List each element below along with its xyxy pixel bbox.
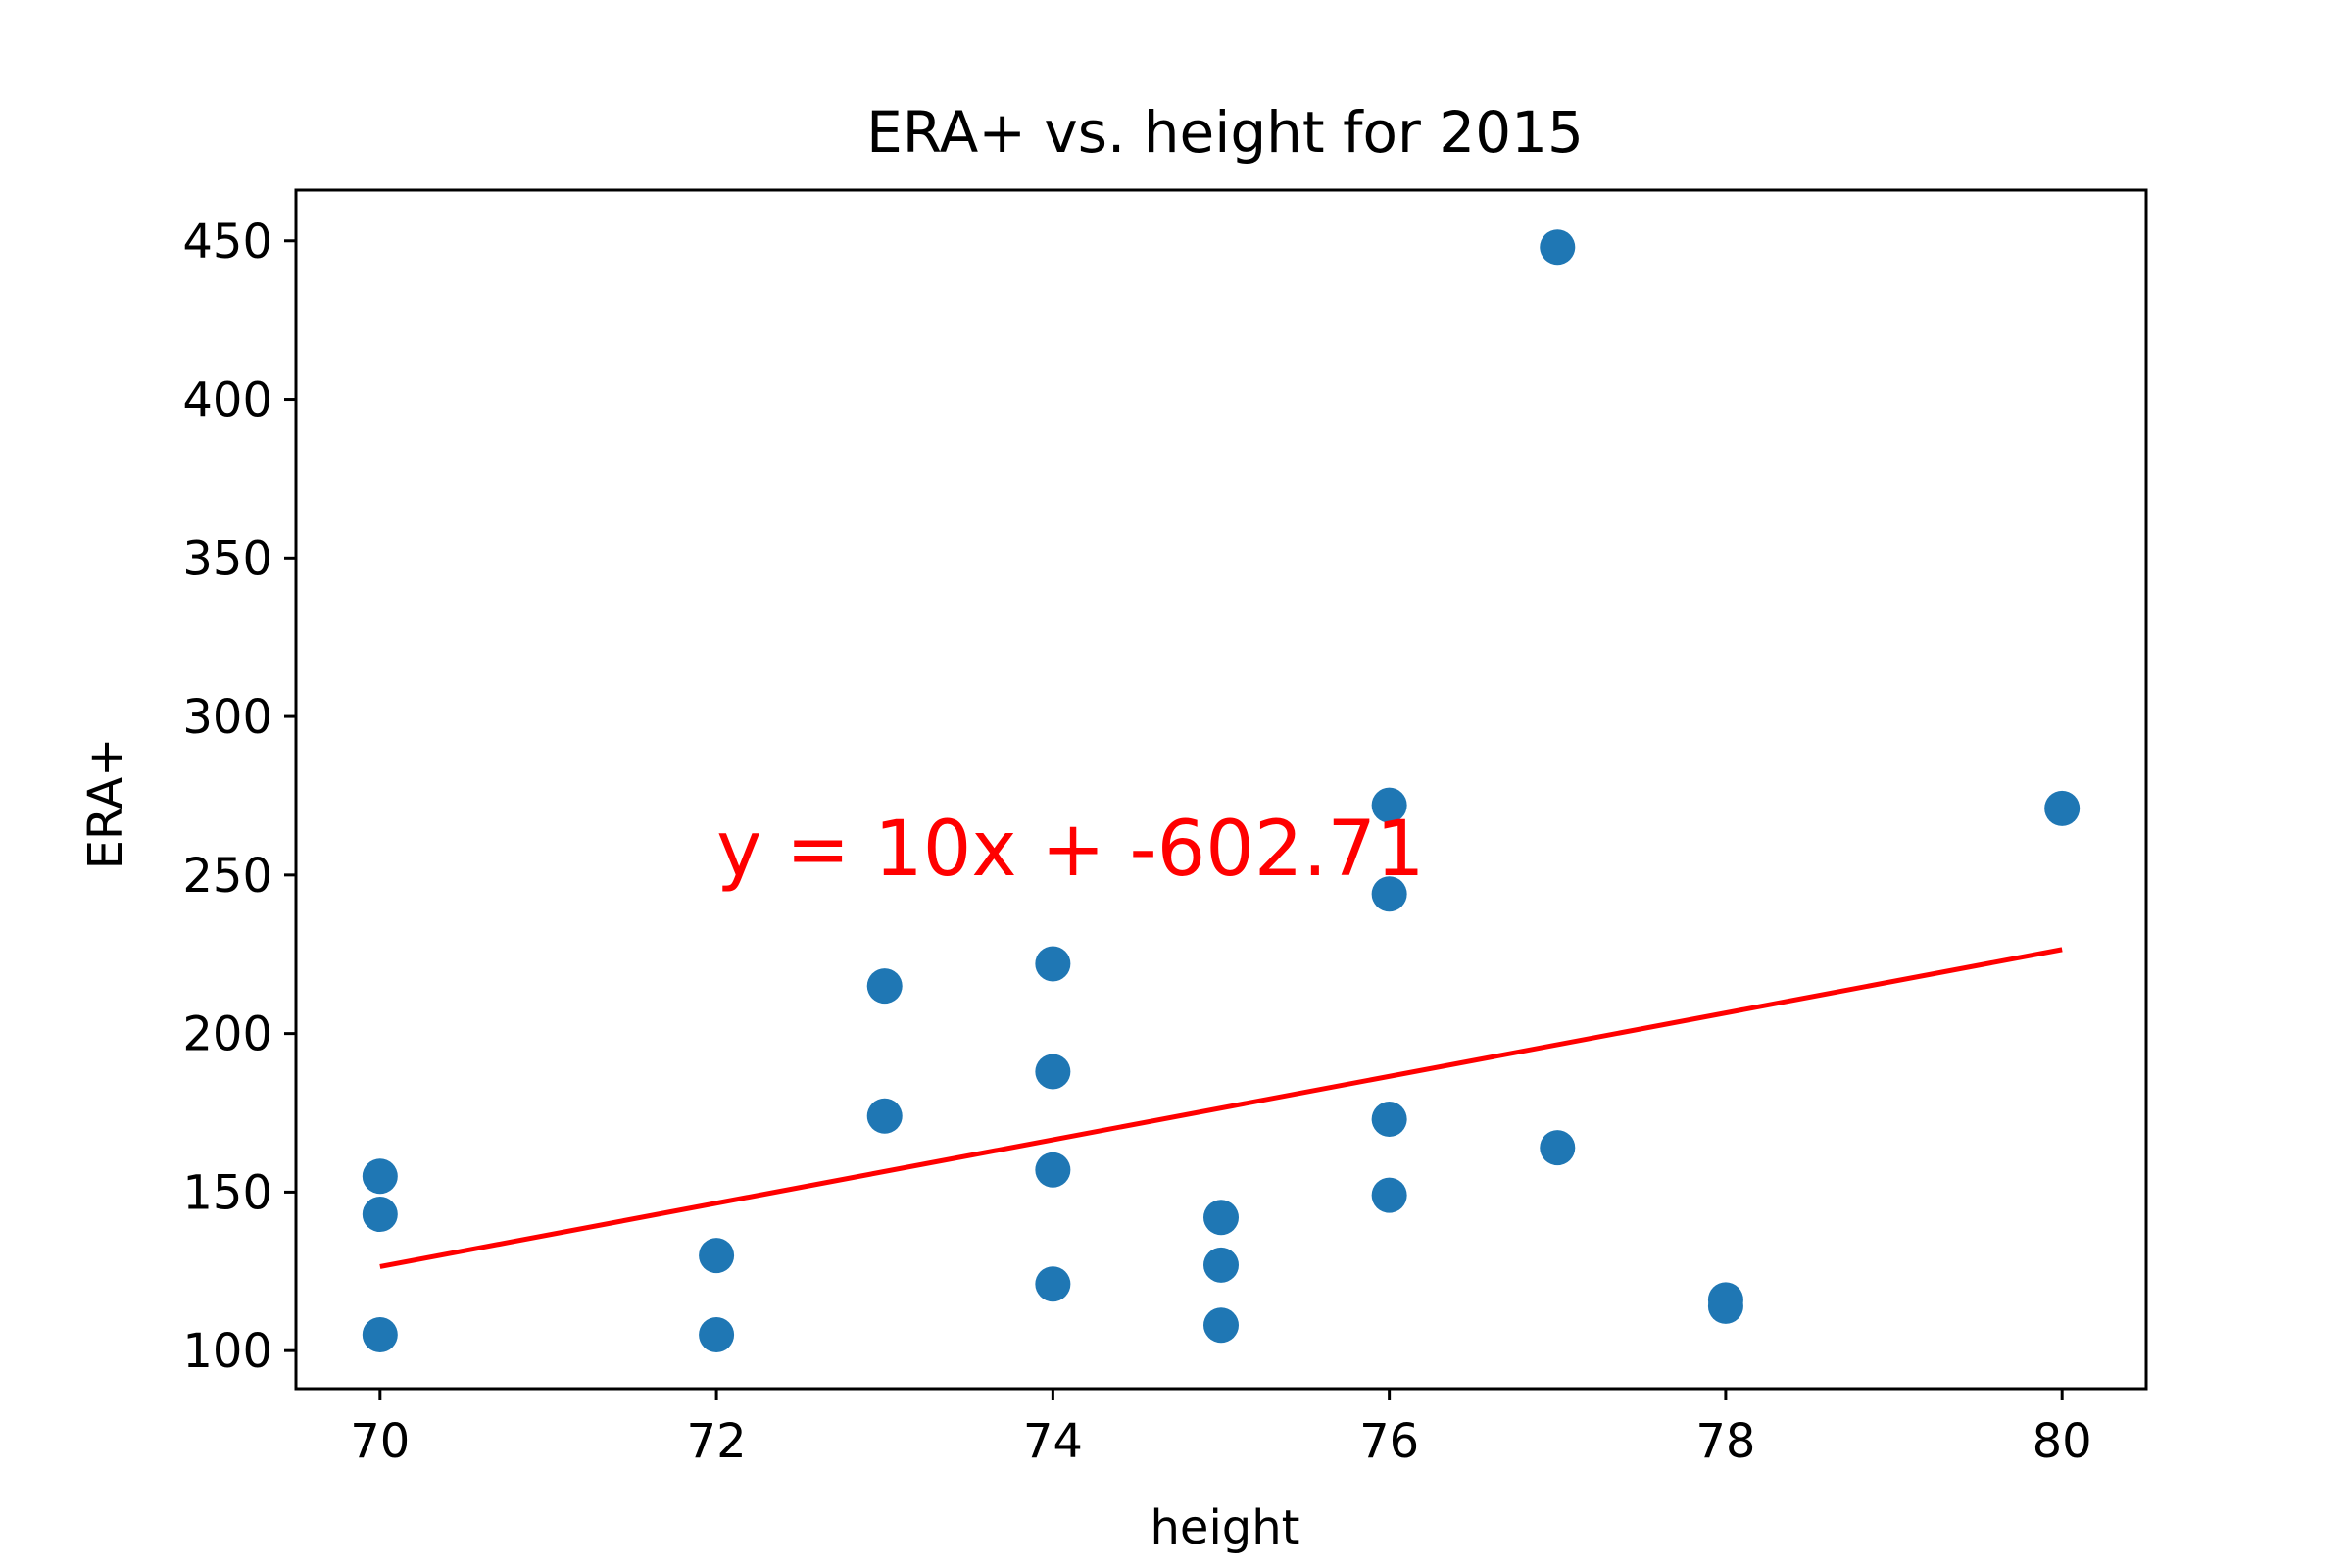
data-point	[866, 968, 903, 1004]
y-tick-label: 300	[182, 690, 272, 745]
data-point	[1203, 1307, 1239, 1344]
data-point	[699, 1316, 735, 1352]
data-point	[866, 1098, 903, 1134]
data-point	[1035, 1266, 1071, 1302]
x-axis-label: height	[1151, 1500, 1300, 1555]
data-point	[2044, 790, 2081, 826]
x-tick-label: 72	[687, 1414, 747, 1469]
x-tick-label: 74	[1023, 1414, 1083, 1469]
data-point	[1371, 876, 1407, 912]
x-tick-label: 78	[1695, 1414, 1755, 1469]
chart-title: ERA+ vs. height for 2015	[866, 99, 1584, 166]
y-axis-label: ERA+	[78, 738, 133, 870]
data-point	[1540, 1130, 1576, 1166]
x-tick-label: 76	[1359, 1414, 1419, 1469]
regression-line	[379, 947, 2063, 1269]
y-tick-label: 200	[182, 1007, 272, 1062]
data-point	[362, 1316, 398, 1352]
data-point	[1203, 1200, 1239, 1236]
data-point	[1371, 787, 1407, 823]
data-point	[1371, 1177, 1407, 1213]
y-tick-label: 400	[182, 373, 272, 428]
x-tick-label: 80	[2033, 1414, 2092, 1469]
axes-frame	[294, 188, 2148, 1391]
data-point	[1371, 1101, 1407, 1137]
y-tick-label: 450	[182, 215, 272, 270]
data-point	[1035, 946, 1071, 982]
data-point	[1035, 1054, 1071, 1090]
y-tick-label: 150	[182, 1165, 272, 1220]
data-point	[1540, 229, 1576, 266]
equation-annotation: y = 10x + -602.71	[716, 806, 1425, 894]
x-tick-label: 70	[350, 1414, 410, 1469]
y-tick-label: 100	[182, 1324, 272, 1379]
y-tick-label: 250	[182, 849, 272, 904]
data-point	[1203, 1247, 1239, 1283]
plot-area: y = 10x + -602.71 70 72 74 76 78 80 100 150 200 25…	[182, 188, 2148, 1469]
data-point	[1035, 1152, 1071, 1188]
y-tick-label: 350	[182, 531, 272, 586]
data-point	[362, 1158, 398, 1195]
data-point	[699, 1238, 735, 1274]
data-point	[362, 1197, 398, 1233]
data-point	[1707, 1288, 1743, 1324]
